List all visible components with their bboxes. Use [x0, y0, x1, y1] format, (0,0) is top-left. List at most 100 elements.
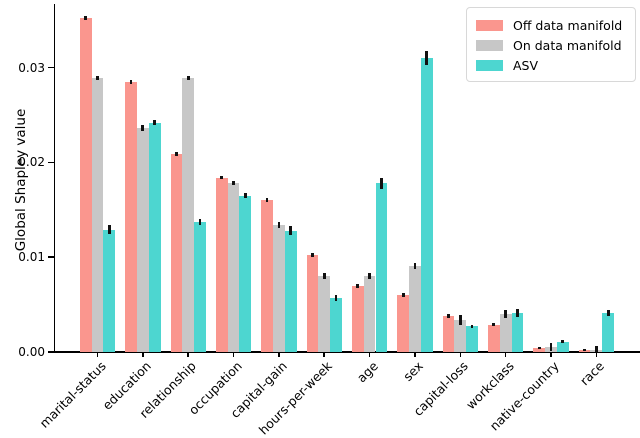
legend-swatch-asv — [476, 59, 503, 71]
bar-native-country-asv — [556, 341, 569, 352]
y-tick-label: 0.00 — [18, 345, 45, 359]
error-bar — [322, 273, 326, 279]
error-bar — [606, 310, 610, 316]
error-bar — [516, 309, 519, 317]
x-axis-spine — [53, 350, 640, 353]
error-bar — [289, 225, 293, 236]
bar-occupation-off-manifold — [215, 177, 228, 352]
legend-item-off-manifold: Off data manifold — [476, 15, 626, 35]
x-tick-mark — [96, 352, 99, 357]
bar-hours-per-week-off-manifold — [306, 255, 319, 352]
legend-label-asv: ASV — [513, 57, 539, 73]
error-bar — [265, 198, 269, 203]
error-bar — [96, 76, 99, 80]
x-tick-mark — [278, 352, 280, 357]
y-axis-spine — [53, 4, 56, 353]
y-tick-mark — [47, 161, 54, 164]
error-bar — [186, 76, 190, 80]
x-tick-mark — [595, 352, 598, 357]
bar-age-on-manifold — [363, 276, 376, 352]
x-tick-mark — [323, 352, 326, 357]
legend-label-off-manifold: Off data manifold — [513, 17, 623, 33]
bar-race-asv — [602, 313, 615, 352]
bar-capital-loss-off-manifold — [442, 315, 455, 352]
bar-capital-gain-off-manifold — [261, 200, 273, 352]
error-bar — [334, 295, 338, 301]
error-bar — [368, 273, 371, 279]
bar-education-on-manifold — [136, 128, 149, 352]
legend-swatch-on-manifold — [476, 39, 503, 51]
x-tick-mark — [142, 352, 144, 357]
legend-item-on-manifold: On data manifold — [476, 35, 626, 55]
error-bar — [141, 125, 145, 132]
y-tick-label: 0.02 — [18, 155, 45, 170]
error-bar — [537, 347, 541, 350]
error-bar — [380, 177, 383, 189]
y-tick-label: 0.03 — [18, 60, 45, 75]
error-bar — [107, 224, 111, 235]
error-bar — [220, 175, 224, 180]
legend-swatch-off-manifold — [476, 19, 503, 31]
error-bar — [425, 51, 429, 65]
bar-native-country-off-manifold — [533, 348, 546, 352]
error-bar — [277, 222, 281, 228]
bar-sex-asv — [420, 58, 433, 352]
bar-relationship-on-manifold — [182, 78, 195, 352]
bar-marital-status-asv — [103, 229, 116, 352]
bar-hours-per-week-on-manifold — [318, 276, 331, 352]
y-tick-mark — [47, 351, 54, 353]
error-bar — [583, 349, 586, 352]
bar-marital-status-on-manifold — [91, 78, 104, 352]
y-tick-mark — [47, 66, 54, 69]
bar-relationship-asv — [194, 222, 206, 352]
bar-capital-loss-on-manifold — [454, 319, 467, 352]
error-bar — [175, 151, 178, 156]
x-tick-mark — [550, 352, 552, 357]
plot-area — [55, 5, 640, 352]
error-bar — [153, 119, 157, 126]
bar-capital-loss-asv — [466, 326, 478, 352]
error-bar — [413, 262, 417, 269]
bar-workclass-on-manifold — [499, 314, 512, 352]
error-bar — [549, 343, 553, 352]
bar-education-asv — [148, 122, 161, 352]
bar-age-asv — [375, 183, 388, 352]
error-bar — [594, 346, 598, 352]
y-tick-mark — [47, 256, 54, 258]
bar-education-off-manifold — [125, 81, 137, 352]
y-tick-label: 0.01 — [18, 250, 45, 265]
error-bar — [504, 310, 508, 318]
error-bar — [401, 293, 405, 298]
x-tick-mark — [459, 352, 462, 357]
error-bar — [492, 322, 496, 327]
x-tick-mark — [232, 352, 235, 357]
x-tick-mark — [187, 352, 189, 357]
error-bar — [84, 16, 88, 21]
bar-age-off-manifold — [351, 285, 364, 352]
error-bar — [458, 315, 462, 325]
legend: Off data manifold On data manifold ASV — [466, 7, 636, 82]
bar-sex-on-manifold — [409, 265, 421, 352]
error-bar — [356, 283, 360, 288]
error-bar — [447, 314, 450, 318]
bar-occupation-on-manifold — [227, 183, 240, 352]
x-tick-mark — [368, 352, 371, 357]
error-bar — [198, 219, 202, 225]
error-bar — [470, 324, 474, 329]
error-bar — [243, 192, 247, 199]
error-bar — [311, 253, 314, 258]
bar-capital-gain-on-manifold — [273, 224, 285, 352]
y-axis-label: Global Shapley value — [13, 108, 29, 252]
error-bar — [561, 339, 565, 344]
bar-sex-off-manifold — [397, 295, 410, 352]
legend-label-on-manifold: On data manifold — [513, 37, 622, 53]
error-bar — [129, 79, 133, 84]
x-tick-mark — [414, 352, 416, 357]
x-tick-mark — [504, 352, 507, 357]
bar-hours-per-week-asv — [330, 297, 342, 352]
bar-workclass-off-manifold — [487, 324, 500, 352]
bar-marital-status-off-manifold — [79, 18, 92, 352]
legend-item-asv: ASV — [476, 55, 626, 75]
bar-relationship-off-manifold — [170, 153, 183, 352]
